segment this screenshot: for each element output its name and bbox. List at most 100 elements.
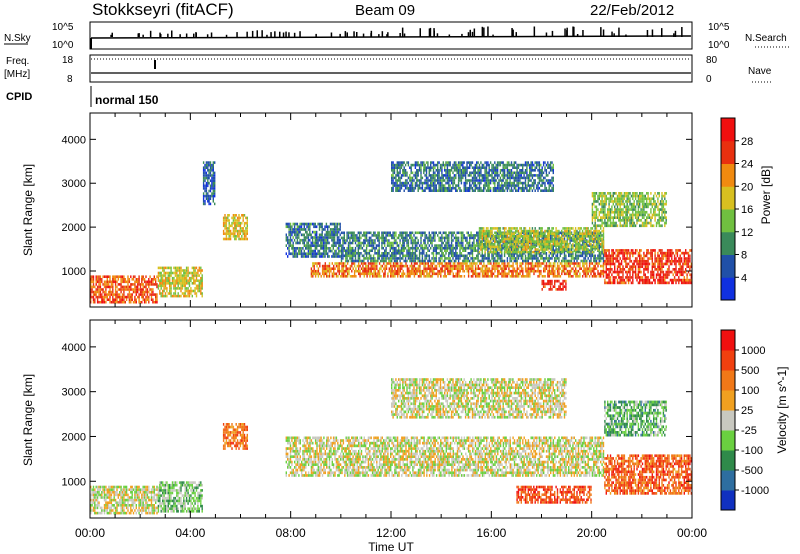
data-cell <box>150 293 153 296</box>
data-cell <box>343 231 345 235</box>
data-cell <box>313 241 315 245</box>
data-cell <box>193 271 195 275</box>
data-cell <box>243 224 246 228</box>
data-cell <box>494 248 496 251</box>
data-cell <box>516 237 518 241</box>
data-cell <box>576 259 578 263</box>
data-cell <box>616 251 619 255</box>
data-cell <box>153 283 155 286</box>
data-cell <box>512 237 514 241</box>
data-cell <box>488 229 490 233</box>
data-cell <box>641 265 644 268</box>
data-cell <box>668 281 670 285</box>
data-cell <box>541 250 543 254</box>
data-cell <box>634 249 637 252</box>
data-cell <box>146 288 149 291</box>
data-cell <box>639 251 641 255</box>
data-cell <box>420 272 422 276</box>
data-cell <box>643 259 645 263</box>
data-cell <box>370 259 372 263</box>
data-cell <box>403 239 405 242</box>
data-cell <box>517 229 520 233</box>
data-cell <box>174 294 177 298</box>
data-cell <box>305 238 307 242</box>
data-cell <box>184 282 186 285</box>
data-cell <box>487 240 489 243</box>
data-cell <box>657 268 659 271</box>
nsky-bar <box>436 33 439 37</box>
data-cell <box>332 241 334 245</box>
data-cell <box>371 257 373 260</box>
data-cell <box>195 279 198 282</box>
data-cell <box>200 282 202 285</box>
data-cell <box>393 236 396 240</box>
data-cell <box>413 269 416 273</box>
data-cell <box>125 298 128 301</box>
data-cell <box>623 278 626 282</box>
nsky-bar <box>471 31 474 37</box>
data-cell <box>587 257 589 260</box>
data-cell <box>576 242 578 246</box>
data-cell <box>640 270 642 274</box>
data-cell <box>562 259 564 263</box>
data-cell <box>335 264 338 268</box>
data-cell <box>162 292 164 295</box>
data-cell <box>522 250 524 254</box>
data-cell <box>449 269 452 273</box>
data-cell <box>349 236 351 240</box>
data-cell <box>329 236 332 239</box>
data-cell <box>445 244 447 247</box>
data-cell <box>106 278 108 281</box>
data-cell <box>338 249 340 253</box>
nave-tick-bottom: 0 <box>706 74 712 85</box>
data-cell <box>228 219 230 222</box>
data-cell <box>498 264 500 268</box>
data-cell <box>236 221 239 225</box>
data-cell <box>551 257 553 260</box>
data-cell <box>190 289 192 293</box>
data-cell <box>379 236 382 240</box>
data-cell <box>460 236 463 240</box>
data-cell <box>646 249 648 252</box>
data-cell <box>495 234 497 237</box>
data-cell <box>173 287 175 290</box>
data-cell <box>146 295 149 299</box>
data-cell <box>399 269 402 273</box>
data-cell <box>573 272 575 276</box>
data-cell <box>506 257 509 260</box>
data-cell <box>529 262 531 265</box>
data-cell <box>460 244 463 247</box>
data-cell <box>535 237 538 241</box>
data-cell <box>201 287 203 290</box>
data-cell <box>591 269 594 273</box>
data-cell <box>194 289 196 293</box>
data-cell <box>441 239 443 242</box>
data-cell <box>339 275 342 278</box>
data-cell <box>529 235 531 238</box>
nave-label: Nave <box>748 66 772 77</box>
data-cell <box>370 244 372 247</box>
data-cell <box>365 272 367 276</box>
data-cell <box>561 231 563 235</box>
data-cell <box>531 229 534 233</box>
data-cell <box>357 241 359 245</box>
data-cell <box>312 264 314 268</box>
data-cell <box>191 282 193 285</box>
data-cell <box>363 267 365 270</box>
data-cell <box>526 275 528 278</box>
data-cell <box>602 248 605 251</box>
data-cell <box>654 254 656 258</box>
data-cell <box>602 232 605 235</box>
data-cell <box>551 272 553 276</box>
data-cell <box>444 264 446 268</box>
data-cell <box>496 254 499 258</box>
data-cell <box>650 257 652 260</box>
data-cell <box>197 271 199 275</box>
data-cell <box>487 237 489 241</box>
data-cell <box>145 283 147 286</box>
data-cell <box>425 246 428 250</box>
data-cell <box>92 290 95 294</box>
data-cell <box>385 236 387 240</box>
data-cell <box>612 281 614 285</box>
data-cell <box>524 250 527 254</box>
